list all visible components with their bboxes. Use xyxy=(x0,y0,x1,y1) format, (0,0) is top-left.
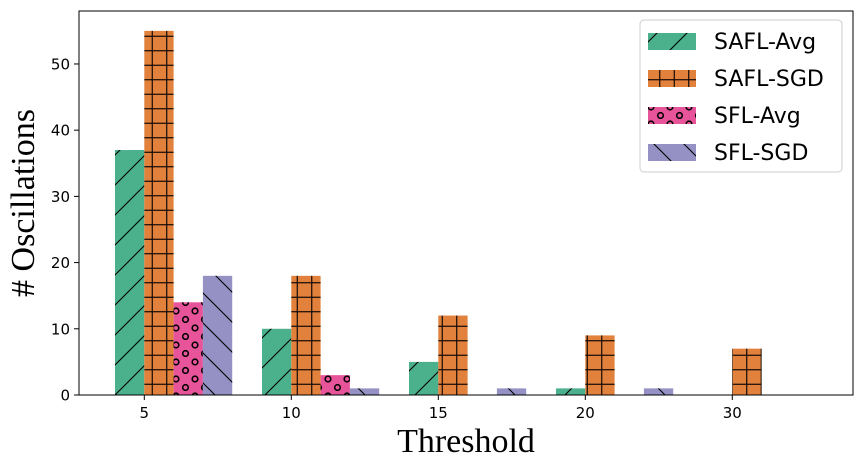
bar xyxy=(320,375,350,395)
x-tick-label: 30 xyxy=(723,404,742,422)
bar xyxy=(144,30,174,396)
x-tick-label: 15 xyxy=(429,404,448,422)
bar xyxy=(438,315,468,395)
legend-label: SAFL-SGD xyxy=(714,67,824,92)
legend-frame xyxy=(639,19,843,173)
bar xyxy=(202,275,233,395)
legend-label: SAFL-Avg xyxy=(714,30,816,55)
plot-frame xyxy=(78,10,854,396)
bar xyxy=(115,150,145,395)
bar xyxy=(585,335,615,395)
legend-entry: SFL-Avg xyxy=(648,104,801,129)
y-axis: 0 10 20 30 40 50 xyxy=(51,55,79,405)
bar xyxy=(496,388,527,395)
legend-entry: SFL-SGD xyxy=(648,141,808,166)
bar xyxy=(643,388,674,395)
y-tick-label: 0 xyxy=(60,387,70,405)
x-tick-label: 5 xyxy=(140,404,150,422)
legend-swatch-hatch xyxy=(648,33,696,50)
y-tick-label: 20 xyxy=(51,254,70,272)
x-tick-label: 10 xyxy=(282,404,301,422)
legend-label: SFL-Avg xyxy=(714,104,801,129)
legend-entry: SAFL-Avg xyxy=(648,30,816,55)
y-tick-label: 10 xyxy=(51,320,70,338)
y-tick-label: 30 xyxy=(51,188,70,206)
legend-label: SFL-SGD xyxy=(714,141,808,166)
legend: SAFL-Avg SAFL-SGD SFL-Avg SFL-SGD xyxy=(639,19,843,173)
bar xyxy=(262,328,292,395)
bar xyxy=(556,388,586,395)
y-axis-title: # Oscillations xyxy=(5,109,42,297)
bar xyxy=(732,348,762,395)
bar xyxy=(349,388,380,395)
bar xyxy=(173,302,203,395)
x-axis: 5 10 15 20 30 xyxy=(140,395,742,422)
y-tick-label: 50 xyxy=(51,55,70,73)
bar xyxy=(291,275,321,395)
bar xyxy=(409,361,439,395)
legend-swatch-hatch xyxy=(648,70,696,87)
legend-entry: SAFL-SGD xyxy=(648,67,824,92)
x-tick-label: 20 xyxy=(576,404,595,422)
bars-layer xyxy=(115,30,762,396)
legend-swatch-hatch xyxy=(648,144,696,161)
legend-swatch-hatch xyxy=(648,107,696,124)
y-tick-label: 40 xyxy=(51,122,70,140)
x-axis-title: Threshold xyxy=(397,423,535,460)
